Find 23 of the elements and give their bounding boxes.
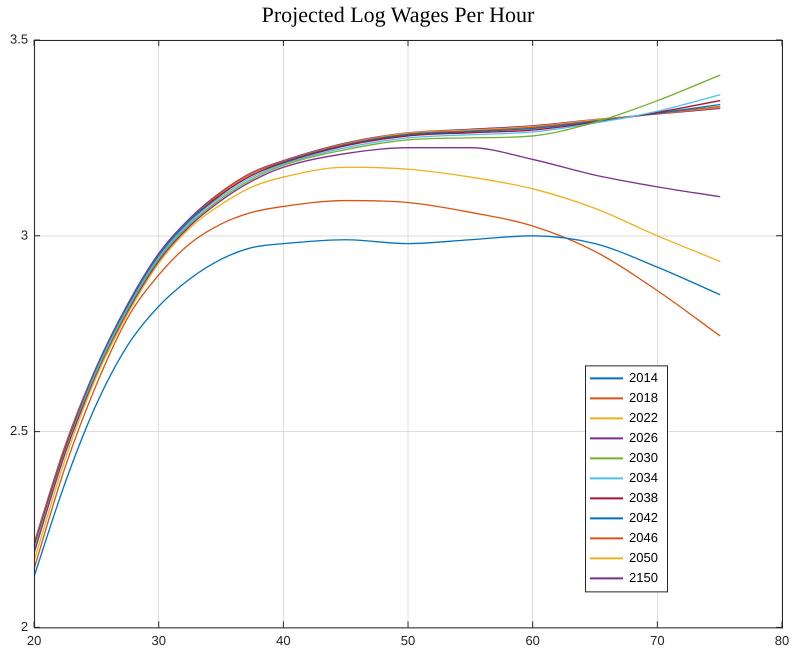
legend-label: 2050 — [629, 550, 658, 565]
legend-label: 2018 — [629, 390, 658, 405]
legend-label: 2022 — [629, 410, 658, 425]
legend-label: 2150 — [629, 570, 658, 585]
x-tick-label: 30 — [151, 632, 166, 648]
y-tick-label: 3 — [20, 227, 28, 242]
y-tick-label: 2.5 — [10, 423, 28, 438]
chart-title: Projected Log Wages Per Hour — [260, 2, 536, 28]
x-tick-label: 60 — [525, 632, 540, 648]
x-tick-label: 50 — [400, 632, 416, 648]
y-tick-label: 2 — [20, 618, 28, 634]
y-tick-label: 3.5 — [10, 32, 28, 47]
legend-label: 2026 — [629, 430, 658, 445]
legend-label: 2030 — [629, 450, 658, 465]
x-tick-label: 20 — [26, 632, 42, 648]
legend-label: 2038 — [629, 490, 658, 505]
x-tick-label: 40 — [276, 632, 291, 648]
legend-label: 2014 — [629, 370, 658, 385]
x-tick-label: 80 — [774, 632, 790, 648]
legend-label: 2042 — [629, 510, 658, 525]
x-tick-label: 70 — [650, 632, 665, 648]
legend-label: 2046 — [629, 530, 658, 545]
legend-label: 2034 — [629, 470, 658, 485]
